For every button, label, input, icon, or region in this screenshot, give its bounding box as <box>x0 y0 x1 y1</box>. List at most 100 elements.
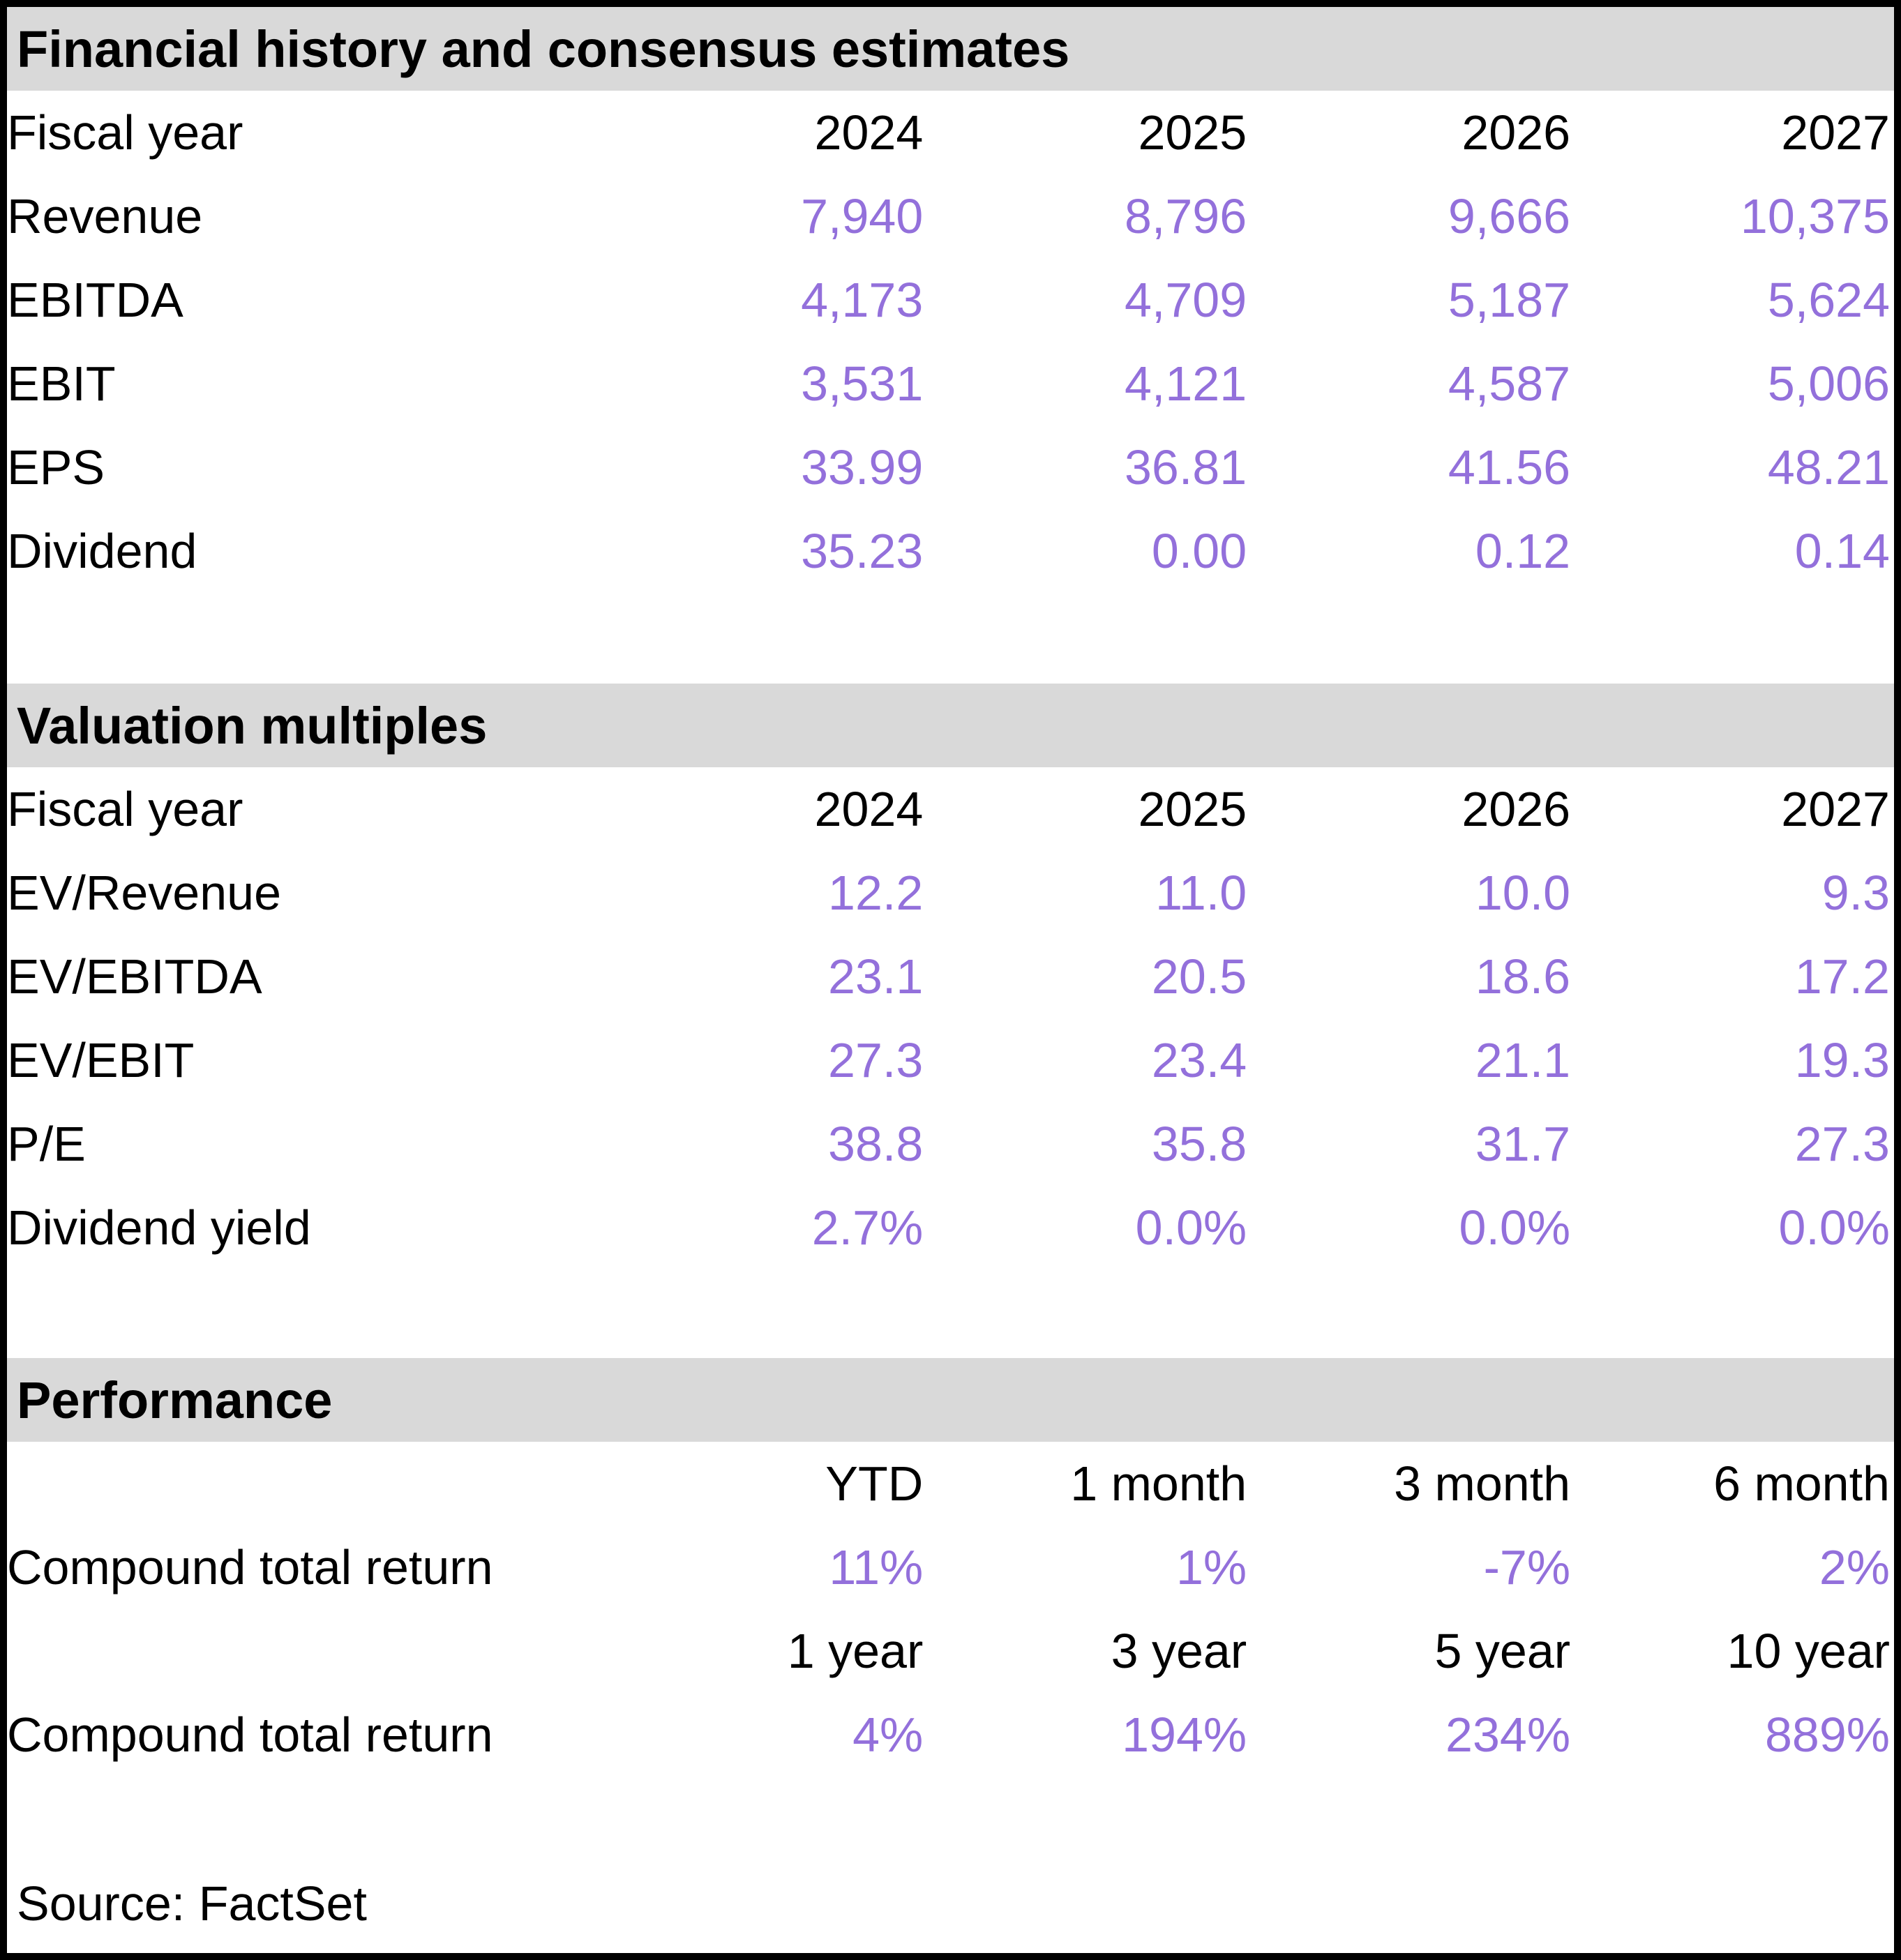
value-cell: 0.0% <box>1459 1200 1571 1255</box>
value-cell: 10,375 <box>1740 189 1890 243</box>
value-cell: 234% <box>1445 1708 1571 1762</box>
fiscal-year-label: Fiscal year <box>7 105 243 160</box>
table-row: YTD 1 month 3 month 6 month <box>7 1442 1894 1525</box>
value-cell: 5,006 <box>1767 356 1890 411</box>
value-cell: 41.56 <box>1448 440 1571 495</box>
year-header-cell: 2024 <box>814 782 924 836</box>
row-label: EBIT <box>7 356 116 411</box>
year-header-cell: 2026 <box>1462 782 1571 836</box>
value-cell: 4% <box>852 1708 924 1762</box>
value-cell: 4,587 <box>1448 356 1571 411</box>
table-row-revenue: Revenue 7,940 8,796 9,666 10,375 <box>7 174 1894 258</box>
value-cell: 9.3 <box>1821 866 1890 920</box>
section-header-valuation-multiples: Valuation multiples <box>7 684 1894 767</box>
value-cell: 21.1 <box>1475 1033 1571 1087</box>
year-header-cell: 2026 <box>1462 105 1571 160</box>
financial-history-table: Fiscal year 2024 2025 2026 2027 Revenue … <box>7 91 1894 593</box>
value-cell: 35.8 <box>1151 1117 1247 1171</box>
value-cell: 0.12 <box>1475 524 1571 578</box>
value-cell: 38.8 <box>828 1117 924 1171</box>
value-cell: 36.81 <box>1125 440 1247 495</box>
value-cell: 1% <box>1176 1540 1247 1595</box>
period-header-cell: 1 month <box>1070 1456 1247 1511</box>
value-cell: 0.0% <box>1135 1200 1247 1255</box>
value-cell: 4,121 <box>1125 356 1247 411</box>
value-cell: 2% <box>1819 1540 1890 1595</box>
row-label: EV/Revenue <box>7 866 282 920</box>
section-header-financial-history: Financial history and consensus estimate… <box>7 7 1894 91</box>
row-label: EBITDA <box>7 273 183 327</box>
table-row: Fiscal year 2024 2025 2026 2027 <box>7 767 1894 851</box>
section-gap <box>7 593 1894 684</box>
performance-table: YTD 1 month 3 month 6 month Compound tot… <box>7 1442 1894 1777</box>
value-cell: 23.4 <box>1151 1033 1247 1087</box>
table-row: Fiscal year 2024 2025 2026 2027 <box>7 91 1894 174</box>
period-header-cell: 6 month <box>1713 1456 1890 1511</box>
period-header-cell: 10 year <box>1727 1624 1890 1678</box>
table-row-pe: P/E 38.8 35.8 31.7 27.3 <box>7 1102 1894 1186</box>
year-header-cell: 2024 <box>814 105 924 160</box>
value-cell: 4,709 <box>1125 273 1247 327</box>
value-cell: 23.1 <box>828 949 924 1004</box>
value-cell: 33.99 <box>801 440 924 495</box>
value-cell: 194% <box>1122 1708 1247 1762</box>
value-cell: 27.3 <box>828 1033 924 1087</box>
value-cell: 11% <box>829 1540 924 1595</box>
row-label: Dividend <box>7 524 197 578</box>
source-attribution: Source: FactSet <box>17 1876 367 1931</box>
value-cell: 7,940 <box>801 189 924 243</box>
table-row-ev-ebit: EV/EBIT 27.3 23.4 21.1 19.3 <box>7 1018 1894 1102</box>
value-cell: 17.2 <box>1794 949 1890 1004</box>
value-cell: -7% <box>1483 1540 1571 1595</box>
value-cell: 3,531 <box>801 356 924 411</box>
period-header-cell: 3 month <box>1394 1456 1571 1511</box>
row-label: P/E <box>7 1117 86 1171</box>
table-row-compound-return-short: Compound total return 11% 1% -7% 2% <box>7 1525 1894 1609</box>
table-row-dividend: Dividend 35.23 0.00 0.12 0.14 <box>7 509 1894 593</box>
row-label: EPS <box>7 440 105 495</box>
year-header-cell: 2025 <box>1138 782 1247 836</box>
section-gap <box>7 1269 1894 1358</box>
value-cell: 27.3 <box>1794 1117 1890 1171</box>
period-header-cell: YTD <box>825 1456 924 1511</box>
year-header-cell: 2025 <box>1138 105 1247 160</box>
value-cell: 0.00 <box>1151 524 1247 578</box>
row-label: EV/EBITDA <box>7 949 262 1004</box>
table-row: 1 year 3 year 5 year 10 year <box>7 1609 1894 1693</box>
period-header-cell: 5 year <box>1434 1624 1571 1678</box>
table-row-dividend-yield: Dividend yield 2.7% 0.0% 0.0% 0.0% <box>7 1186 1894 1269</box>
row-label: Compound total return <box>7 1708 493 1762</box>
value-cell: 5,624 <box>1767 273 1890 327</box>
empty-cell <box>7 1609 599 1693</box>
table-row-ev-ebitda: EV/EBITDA 23.1 20.5 18.6 17.2 <box>7 935 1894 1018</box>
row-label: Revenue <box>7 189 203 243</box>
value-cell: 2.7% <box>811 1200 924 1255</box>
table-row-ebit: EBIT 3,531 4,121 4,587 5,006 <box>7 342 1894 425</box>
table-row-eps: EPS 33.99 36.81 41.56 48.21 <box>7 425 1894 509</box>
value-cell: 20.5 <box>1151 949 1247 1004</box>
value-cell: 19.3 <box>1794 1033 1890 1087</box>
section-header-performance: Performance <box>7 1358 1894 1442</box>
value-cell: 11.0 <box>1155 866 1247 920</box>
value-cell: 35.23 <box>801 524 924 578</box>
table-row-ev-revenue: EV/Revenue 12.2 11.0 10.0 9.3 <box>7 851 1894 935</box>
value-cell: 0.0% <box>1778 1200 1890 1255</box>
period-header-cell: 1 year <box>787 1624 924 1678</box>
value-cell: 5,187 <box>1448 273 1571 327</box>
value-cell: 8,796 <box>1125 189 1247 243</box>
year-header-cell: 2027 <box>1781 105 1890 160</box>
row-label: Dividend yield <box>7 1200 311 1255</box>
row-label: EV/EBIT <box>7 1033 195 1087</box>
value-cell: 12.2 <box>828 866 924 920</box>
value-cell: 0.14 <box>1794 524 1890 578</box>
value-cell: 10.0 <box>1475 866 1571 920</box>
empty-cell <box>7 1442 599 1525</box>
value-cell: 18.6 <box>1475 949 1571 1004</box>
fiscal-year-label: Fiscal year <box>7 782 243 836</box>
value-cell: 9,666 <box>1448 189 1571 243</box>
table-row-ebitda: EBITDA 4,173 4,709 5,187 5,624 <box>7 258 1894 342</box>
value-cell: 889% <box>1764 1708 1890 1762</box>
valuation-multiples-table: Fiscal year 2024 2025 2026 2027 EV/Reven… <box>7 767 1894 1269</box>
year-header-cell: 2027 <box>1781 782 1890 836</box>
